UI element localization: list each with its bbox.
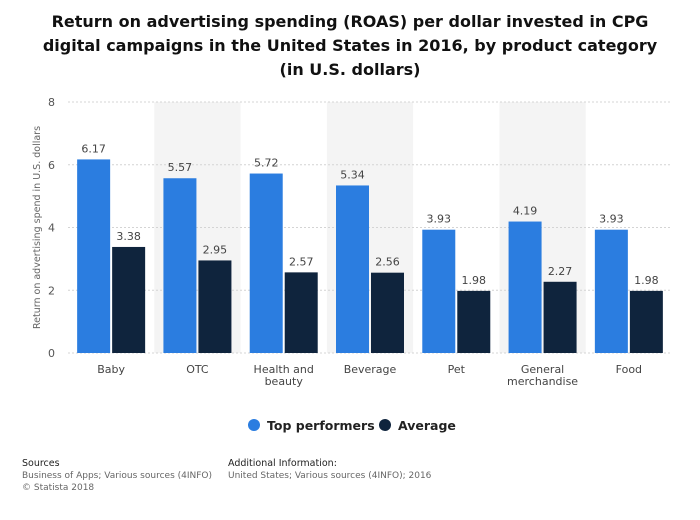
x-tick-label: OTC: [186, 363, 209, 376]
bar-average: [198, 260, 232, 353]
x-tick-label: merchandise: [507, 375, 578, 388]
bar-top-performers: [163, 178, 197, 353]
bar-top-performers: [336, 185, 369, 353]
bar-top-performers: [594, 229, 628, 353]
data-label: 5.57: [168, 161, 193, 174]
data-label: 2.57: [289, 255, 314, 268]
title-line: (in U.S. dollars): [279, 60, 421, 79]
sources-title: Sources: [22, 458, 60, 469]
x-tick-label: General: [521, 363, 564, 376]
legend-marker: [248, 419, 260, 431]
bar-top-performers: [508, 221, 542, 353]
bar-average: [457, 290, 491, 353]
data-label: 6.17: [81, 142, 106, 155]
data-label: 3.93: [427, 213, 452, 226]
x-tick-label: Pet: [448, 363, 466, 376]
x-tick-label: Food: [616, 363, 642, 376]
chart-title: Return on advertising spending (ROAS) pe…: [20, 10, 680, 82]
legend-marker: [379, 419, 391, 431]
data-label: 5.34: [340, 168, 365, 181]
data-label: 2.56: [375, 256, 400, 269]
bar-average: [371, 272, 404, 353]
bar-average: [543, 281, 577, 353]
y-tick-label: 2: [48, 284, 55, 297]
info-title: Additional Information:: [228, 458, 337, 469]
y-axis-title: Return on advertising spend in U.S. doll…: [32, 126, 43, 329]
bar-top-performers: [77, 159, 111, 353]
bar-average: [629, 290, 663, 353]
x-tick-label: beauty: [265, 375, 304, 388]
data-label: 4.19: [513, 205, 538, 218]
data-label: 5.72: [254, 157, 279, 170]
y-tick-label: 6: [48, 159, 55, 172]
x-tick-label: Baby: [97, 363, 125, 376]
legend-label: Top performers: [267, 418, 375, 433]
title-line: Return on advertising spending (ROAS) pe…: [51, 12, 649, 31]
bar-average: [112, 246, 146, 353]
sources-block: Sources Business of Apps; Various source…: [22, 458, 212, 494]
data-label: 2.27: [548, 265, 573, 278]
x-tick-label: Health and: [254, 363, 314, 376]
bar-average: [284, 272, 318, 353]
additional-info-block: Additional Information: United States; V…: [228, 458, 431, 482]
y-tick-label: 8: [48, 96, 55, 109]
sources-line: © Statista 2018: [22, 483, 95, 493]
legend-label: Average: [398, 418, 456, 433]
bar-top-performers: [422, 229, 456, 353]
bar-top-performers: [249, 173, 283, 353]
sources-line: Business of Apps; Various sources (4INFO…: [22, 471, 213, 481]
title-line: digital campaigns in the United States i…: [42, 36, 658, 55]
y-tick-label: 4: [48, 222, 55, 235]
info-line: United States; Various sources (4INFO); …: [228, 471, 432, 481]
x-tick-label: Beverage: [344, 363, 397, 376]
data-label: 2.95: [203, 243, 228, 256]
data-label: 1.98: [462, 274, 487, 287]
data-label: 1.98: [634, 274, 659, 287]
data-label: 3.38: [116, 230, 141, 243]
data-label: 3.93: [599, 213, 624, 226]
y-tick-label: 0: [48, 347, 55, 360]
